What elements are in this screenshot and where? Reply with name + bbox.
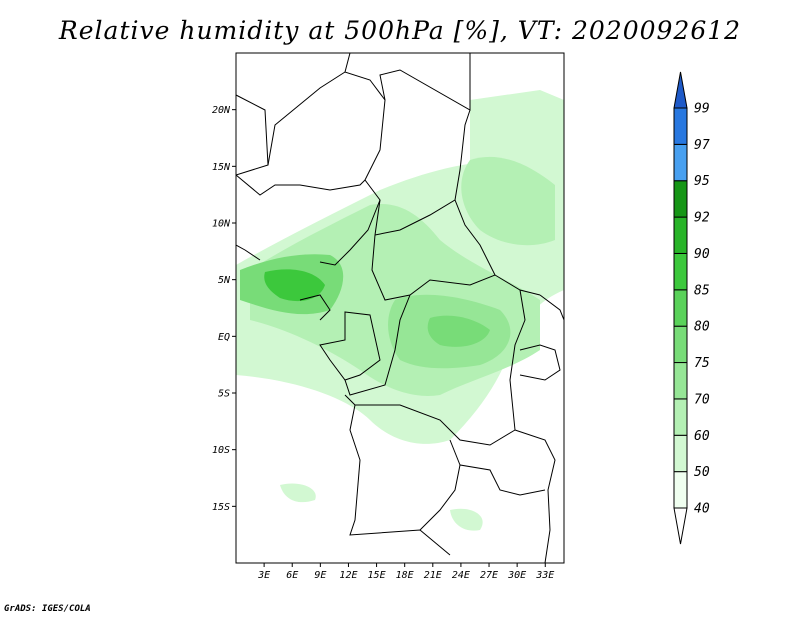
lat-tick-label: 15S (212, 502, 230, 513)
colorbar: 40 50 60 70 75 80 85 90 92 95 97 99 (673, 71, 710, 545)
lat-tick-label: 10N (212, 219, 231, 230)
lon-tick-label: 15E (368, 570, 386, 581)
lat-tick-label: EQ (218, 332, 230, 343)
colorbar-label: 97 (694, 138, 710, 153)
colorbar-segment (673, 107, 688, 145)
lon-tick-label: 30E (507, 570, 526, 581)
colorbar-segment (673, 398, 688, 436)
colorbar-label: 90 (694, 247, 710, 262)
country-borders (236, 53, 564, 563)
credit-label: GrADS: IGES/COLA (4, 604, 91, 614)
colorbar-segment (673, 289, 688, 327)
lat-tick-label: 5N (218, 275, 231, 286)
colorbar-label: 60 (694, 429, 710, 444)
lat-tick-label: 15N (212, 162, 231, 173)
latitude-axis: 20N 15N 10N 5N EQ 5S 10S 15S (212, 105, 236, 513)
colorbar-segment (673, 216, 688, 254)
lat-tick-label: 5S (218, 389, 230, 400)
lon-tick-label: 27E (480, 570, 498, 581)
colorbar-label: 95 (694, 174, 710, 189)
colorbar-above-triangle (673, 71, 688, 109)
lon-tick-label: 12E (339, 570, 357, 581)
colorbar-segment (673, 362, 688, 400)
lon-tick-label: 6E (286, 570, 298, 581)
lon-tick-label: 18E (396, 570, 414, 581)
colorbar-label: 70 (694, 392, 710, 407)
colorbar-label: 80 (694, 320, 710, 335)
colorbar-label: 75 (694, 356, 710, 371)
humidity-shading (236, 90, 564, 531)
plot-frame (235, 52, 565, 564)
colorbar-segment (673, 471, 688, 509)
colorbar-segment (673, 434, 688, 473)
colorbar-label: 99 (694, 102, 710, 117)
lon-tick-label: 9E (314, 570, 326, 581)
colorbar-segment (673, 143, 688, 182)
lon-tick-label: 33E (535, 570, 554, 581)
lat-tick-label: 10S (212, 445, 230, 456)
longitude-axis: 3E 6E 9E 12E 15E 18E 21E 24E 27E 30E 33E (257, 563, 554, 581)
lon-tick-label: 21E (424, 570, 442, 581)
lon-tick-label: 24E (452, 570, 470, 581)
colorbar-label: 92 (694, 211, 710, 226)
colorbar-segment (673, 252, 688, 291)
lon-tick-label: 3E (257, 570, 270, 581)
colorbar-label: 50 (694, 465, 710, 480)
colorbar-below-triangle (673, 507, 688, 545)
map-title: Relative humidity at 500hPa [%], VT: 202… (58, 16, 742, 45)
colorbar-segment (673, 325, 688, 364)
lat-tick-label: 20N (212, 105, 231, 116)
colorbar-segment (673, 180, 688, 218)
colorbar-label: 85 (694, 283, 710, 298)
colorbar-label: 40 (694, 502, 710, 517)
